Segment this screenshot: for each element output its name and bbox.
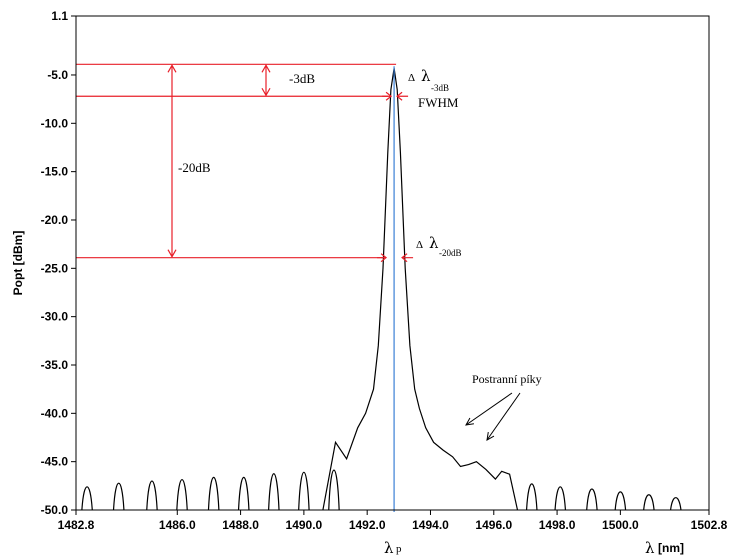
x-tick-label: 1498.0 — [539, 518, 576, 532]
fwhm-label: FWHM — [418, 95, 459, 110]
y-axis-title: Popt [dBm] — [11, 231, 25, 296]
y-tick-label: -25.0 — [41, 261, 69, 275]
x-axis-title: [nm] — [658, 541, 684, 555]
minus-20db-arrow-head-bottom — [167, 249, 177, 258]
side-lobe-right — [669, 497, 682, 511]
side-peaks-pointer-1-head — [465, 417, 474, 426]
delta-lambda-20db-subscript: -20dB — [439, 248, 462, 258]
x-tick-label: 1502.8 — [691, 518, 728, 532]
x-tick-label: 1490.0 — [286, 518, 323, 532]
x-tick-labels: 1482.8 1486.0 1488.0 1490.0 1492.0 1494.0 1496… — [58, 518, 728, 532]
y-tick-label: 1.1 — [51, 9, 68, 23]
side-lobe-left — [146, 480, 158, 511]
side-peaks-pointer-2-head — [486, 432, 495, 441]
side-lobe-right — [614, 491, 627, 511]
peak-lambda-subscript: p — [396, 543, 402, 555]
x-tick-label: 1482.8 — [58, 518, 95, 532]
marker-group — [76, 63, 414, 512]
side-lobe-right — [643, 494, 655, 511]
side-lobe-left — [112, 482, 125, 511]
delta-lambda-3db-symbol: λ — [421, 67, 431, 85]
y-tick-label: -15.0 — [41, 165, 69, 179]
series-group — [81, 68, 682, 511]
y-tick-label: -5.0 — [47, 68, 68, 82]
x-tick-label: 1486.0 — [159, 518, 196, 532]
minus-20db-width-arrow-left — [377, 253, 388, 263]
main-peak-line — [322, 68, 519, 511]
x-tick-label: 1492.0 — [349, 518, 386, 532]
peak-lambda-symbol: λ — [384, 539, 394, 557]
minus-20db-arrow-head-top — [167, 64, 177, 73]
side-peaks-pointer-1 — [465, 392, 513, 426]
side-lobe-left — [298, 472, 310, 511]
fwhm-width-arrow-right — [396, 91, 409, 101]
side-lobe-right — [525, 483, 538, 511]
side-lobe-left — [176, 478, 188, 511]
side-lobe-left — [207, 476, 220, 511]
side-peaks-pointer-2 — [486, 392, 521, 441]
y-tick-label: -10.0 — [41, 116, 69, 130]
side-lobe-left — [81, 486, 93, 511]
minus-20db-width-arrow-right — [401, 253, 414, 263]
tick-marks — [71, 15, 710, 515]
side-lobe-right — [554, 486, 567, 511]
fwhm-width-arrow-left — [382, 91, 393, 101]
delta-lambda-3db-subscript: -3dB — [431, 83, 449, 93]
side-peaks-label: Postranní píky — [472, 372, 542, 386]
y-tick-label: -20.0 — [41, 213, 69, 227]
y-tick-label: -50.0 — [41, 503, 69, 517]
y-tick-label: -45.0 — [41, 455, 69, 469]
delta-icon: Δ — [408, 72, 415, 84]
side-peaks-pointers — [465, 392, 521, 441]
x-tick-label: 1488.0 — [222, 518, 259, 532]
x-tick-label: 1500.0 — [602, 518, 639, 532]
x-tick-label: 1494.0 — [412, 518, 449, 532]
delta-icon: Δ — [416, 239, 423, 251]
side-lobe-left — [237, 476, 250, 511]
side-lobe-right — [586, 488, 598, 511]
y-tick-label: -40.0 — [41, 406, 69, 420]
side-lobe-left — [268, 473, 280, 511]
y-tick-labels: 1.1 -5.0 -10.0 -15.0 -20.0 -25.0 -30.0 -35.0 -40… — [41, 9, 69, 517]
minus-3db-arrow-head-bottom — [261, 87, 271, 97]
minus-20db-label: -20dB — [178, 160, 211, 175]
minus-3db-arrow-head-top — [261, 64, 271, 73]
x-tick-label: 1496.0 — [475, 518, 512, 532]
minus-3db-label: -3dB — [289, 71, 315, 86]
plot-frame — [75, 15, 710, 511]
side-lobe-left — [328, 469, 340, 511]
y-tick-label: -30.0 — [41, 310, 69, 324]
y-tick-label: -35.0 — [41, 358, 69, 372]
x-axis-lambda-symbol: λ — [645, 539, 655, 557]
delta-lambda-20db-symbol: λ — [429, 234, 439, 252]
